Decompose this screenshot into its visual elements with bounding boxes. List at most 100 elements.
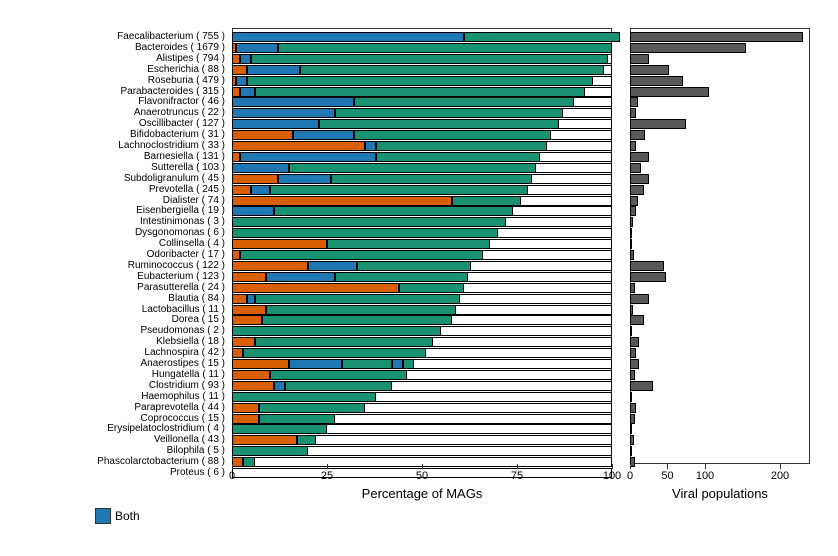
viral-bar [630,185,644,195]
mags-seg-virfinder [232,294,247,304]
x-tick-line [667,464,668,469]
mags-seg-virsorter [464,32,620,42]
mags-bar-row [232,424,612,434]
mags-seg-virsorter [376,141,547,151]
mags-seg-virsorter [403,359,414,369]
mags-seg-virfinder [232,130,293,140]
mags-seg-virfinder [232,337,255,347]
mags-bar-row [232,305,612,315]
genus-label: Erysipelatoclostridium ( 4 ) [10,424,225,434]
mags-seg-virfinder [232,305,266,315]
x-tick-line [705,464,706,469]
mags-seg-both [236,43,278,53]
viral-bar [630,283,635,293]
mags-seg-both [247,65,300,75]
mags-seg-both [251,185,270,195]
mags-seg-both [278,174,331,184]
mags-seg-virfinder [232,381,274,391]
genus-label: Hungatella ( 11 ) [10,370,225,380]
mags-seg-virsorter [232,228,498,238]
genus-label: Bacteroides ( 1679 ) [10,43,225,53]
mags-bar-row [232,65,612,75]
mags-bar-row [232,435,612,445]
mags-bar-row [232,250,612,260]
mags-seg-virfinder [232,457,243,467]
viral-bar-row [630,381,810,391]
genus-label: Parabacteroides ( 315 ) [10,87,225,97]
genus-label: Barnesiella ( 131 ) [10,152,225,162]
mags-seg-virsorter [354,97,574,107]
mags-seg-both [232,206,274,216]
viral-bar [630,130,645,140]
viral-bar-row [630,228,810,238]
mags-seg-virfinder [232,141,365,151]
viral-bar [630,370,635,380]
mags-seg-virsorter [452,196,520,206]
legend-label-both: Both [115,509,140,523]
viral-bar [630,414,635,424]
mags-seg-virsorter [300,65,604,75]
mags-seg-virsorter [232,392,376,402]
mags-seg-both [392,359,403,369]
viral-bar-row [630,141,810,151]
viral-bar-row [630,446,810,456]
mags-seg-virfinder [232,359,289,369]
mags-bar-row [232,294,612,304]
mags-bar-row [232,108,612,118]
mags-seg-both [232,119,319,129]
genus-label: Parasutterella ( 24 ) [10,283,225,293]
mags-seg-virsorter [251,54,608,64]
viral-bar-row [630,283,810,293]
mags-seg-virsorter [255,337,434,347]
mags-seg-virfinder [232,185,251,195]
mags-seg-virsorter [243,457,254,467]
viral-bar [630,261,664,271]
viral-bar-row [630,326,810,336]
mags-seg-both [240,87,255,97]
mags-seg-both [293,130,354,140]
legend-item-both: Both [95,508,140,524]
x-tick-line [517,464,518,469]
genus-label: Sutterella ( 103 ) [10,163,225,173]
genus-label: Flavonifractor ( 46 ) [10,97,225,107]
mags-seg-both [247,294,255,304]
mags-seg-both [266,272,334,282]
mags-seg-virfinder [232,196,452,206]
x-tick-label: 0 [627,470,633,482]
genus-label: Pseudomonas ( 2 ) [10,326,225,336]
viral-bar-row [630,392,810,402]
mags-seg-virsorter [354,130,552,140]
mags-bar-row [232,348,612,358]
mags-bar-row [232,119,612,129]
mags-bar-row [232,76,612,86]
mags-seg-virsorter [297,435,316,445]
mags-seg-both [232,97,354,107]
viral-bar-row [630,315,810,325]
mags-bar-row [232,239,612,249]
mags-seg-virsorter [376,152,539,162]
viral-bar [630,32,803,42]
mags-seg-virsorter [357,261,471,271]
mags-seg-virfinder [232,272,266,282]
viral-bar-row [630,370,810,380]
mags-seg-both [236,76,247,86]
viral-bar-row [630,414,810,424]
viral-bar-row [630,305,810,315]
viral-bar-row [630,337,810,347]
genus-label: Dorea ( 15 ) [10,315,225,325]
mags-seg-virfinder [232,65,247,75]
genus-label: Eisenbergiella ( 19 ) [10,206,225,216]
viral-bar [630,403,636,413]
x-axis-title-viral: Viral populations [672,486,768,501]
mags-seg-both [232,108,335,118]
mags-bar-row [232,370,612,380]
genus-label: Lactobacillus ( 11 ) [10,305,225,315]
viral-bar [630,305,633,315]
mags-seg-virsorter [270,370,407,380]
mags-seg-virsorter [289,163,536,173]
mags-bar-row [232,141,612,151]
genus-label: Clostridium ( 93 ) [10,381,225,391]
viral-bar-row [630,43,810,53]
mags-seg-both [232,163,289,173]
viral-bar [630,294,649,304]
